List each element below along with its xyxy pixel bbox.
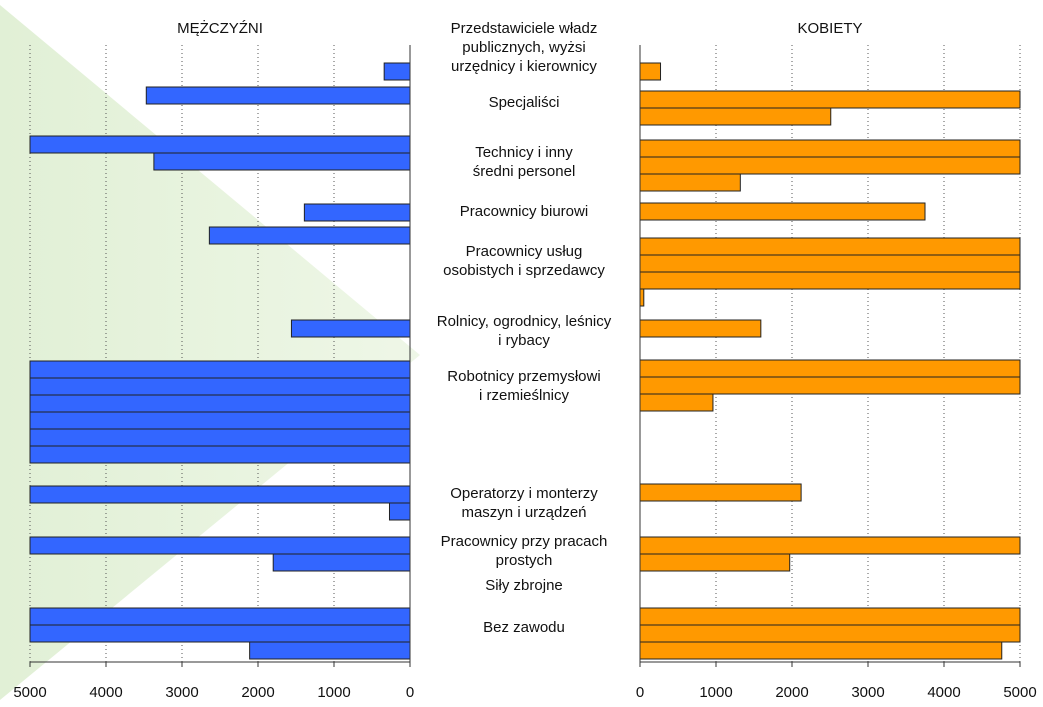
bar-women	[639, 107, 832, 126]
category-labels: Przedstawiciele władz publicznych, wyżsi u…	[437, 20, 612, 636]
bar-men	[272, 553, 411, 572]
category-label-line: i rybacy	[498, 332, 550, 349]
category-label-line: Bez zawodu	[483, 619, 565, 636]
category-label-line: Pracownicy usług	[466, 243, 583, 260]
bar-men	[153, 152, 411, 171]
bar-women	[639, 536, 1021, 555]
tick-label-right: 2000	[775, 684, 808, 701]
bar-women	[639, 202, 926, 221]
category-label-line: Technicy i inny	[475, 144, 573, 161]
tick-label-left: 4000	[89, 684, 122, 701]
category-label-line: i rzemieślnicy	[479, 387, 570, 404]
bar-men	[29, 536, 411, 555]
bar-men	[29, 360, 411, 379]
category-label-line: Rolnicy, ogrodnicy, leśnicy	[437, 313, 612, 330]
bar-men	[29, 377, 411, 396]
bar-women	[639, 319, 762, 338]
category-label-line: Siły zbrojne	[485, 577, 563, 594]
bar-men	[383, 62, 411, 81]
tick-label-left: 3000	[165, 684, 198, 701]
bar-women	[639, 173, 741, 192]
category-label-line: średni personel	[473, 163, 576, 180]
tick-label-right: 5000	[1003, 684, 1036, 701]
category-label: Pracownicy biurowi	[460, 203, 588, 220]
category-label-line: prostych	[496, 552, 553, 569]
category-label-line: publicznych, wyżsi	[462, 39, 585, 56]
bar-women	[639, 553, 791, 572]
bar-women	[639, 62, 662, 81]
tick-label-right: 3000	[851, 684, 884, 701]
bar-women	[639, 90, 1021, 109]
category-label: Technicy i inny średni personel	[473, 144, 576, 180]
bar-men	[29, 624, 411, 643]
category-label: Pracownicy przy pracach prostych	[441, 533, 608, 569]
category-label-line: maszyn i urządzeń	[461, 504, 586, 521]
category-label-line: osobistych i sprzedawcy	[443, 262, 605, 279]
bar-men	[29, 428, 411, 447]
bar-men	[29, 485, 411, 504]
bar-men	[249, 641, 411, 660]
tick-label-left: 1000	[317, 684, 350, 701]
right-panel-title: KOBIETY	[797, 20, 862, 37]
bar-women	[639, 641, 1003, 660]
tick-label-right: 1000	[699, 684, 732, 701]
bar-men	[29, 411, 411, 430]
category-label: Przedstawiciele władz publicznych, wyżsi u…	[451, 20, 598, 75]
category-label-line: Specjaliści	[489, 94, 560, 111]
tick-label-left: 0	[406, 684, 414, 701]
bar-women	[639, 607, 1021, 626]
tick-label-right: 4000	[927, 684, 960, 701]
bar-men	[290, 319, 411, 338]
bar-women	[639, 483, 802, 502]
category-label-line: Robotnicy przemysłowi	[447, 368, 600, 385]
bar-women	[639, 271, 1021, 290]
bar-men	[29, 445, 411, 464]
bar-women	[639, 139, 1021, 158]
bar-women	[639, 359, 1021, 378]
bar-women	[639, 624, 1021, 643]
background-decoration	[0, 5, 420, 700]
category-label-line: Operatorzy i monterzy	[450, 485, 598, 502]
tick-label-left: 5000	[13, 684, 46, 701]
bar-women	[639, 237, 1021, 256]
category-label: Specjaliści	[489, 94, 560, 111]
category-label-line: Pracownicy biurowi	[460, 203, 588, 220]
bar-women	[639, 156, 1021, 175]
category-label: Robotnicy przemysłowi i rzemieślnicy	[447, 368, 600, 404]
category-label-line: Pracownicy przy pracach	[441, 533, 608, 550]
category-label: Bez zawodu	[483, 619, 565, 636]
category-label-line: Przedstawiciele władz	[451, 20, 598, 37]
tick-label-right: 0	[636, 684, 644, 701]
category-label: Rolnicy, ogrodnicy, leśnicy i rybacy	[437, 313, 612, 349]
bar-women	[639, 376, 1021, 395]
category-label: Operatorzy i monterzy maszyn i urządzeń	[450, 485, 598, 521]
bar-women	[639, 288, 645, 307]
bar-women	[639, 254, 1021, 273]
tick-label-left: 2000	[241, 684, 274, 701]
category-label: Siły zbrojne	[485, 577, 563, 594]
bar-men	[208, 226, 411, 245]
bar-men	[29, 394, 411, 413]
bar-men	[29, 135, 411, 154]
axes-layer: 0 0 1000 1000 2000 2000 3000 3000 4000 4000 5000 50…	[13, 45, 1037, 701]
bar-men	[29, 607, 411, 626]
category-label: Pracownicy usług osobistych i sprzedawcy	[443, 243, 605, 279]
bar-men	[388, 502, 411, 521]
left-panel-title: MĘŻCZYŹNI	[177, 19, 263, 37]
bar-men	[303, 203, 411, 222]
bars-layer	[29, 62, 1021, 660]
bar-men	[145, 86, 411, 105]
category-label-line: urzędnicy i kierownicy	[451, 58, 597, 75]
bar-women	[639, 393, 714, 412]
grid-layer	[29, 45, 1021, 662]
